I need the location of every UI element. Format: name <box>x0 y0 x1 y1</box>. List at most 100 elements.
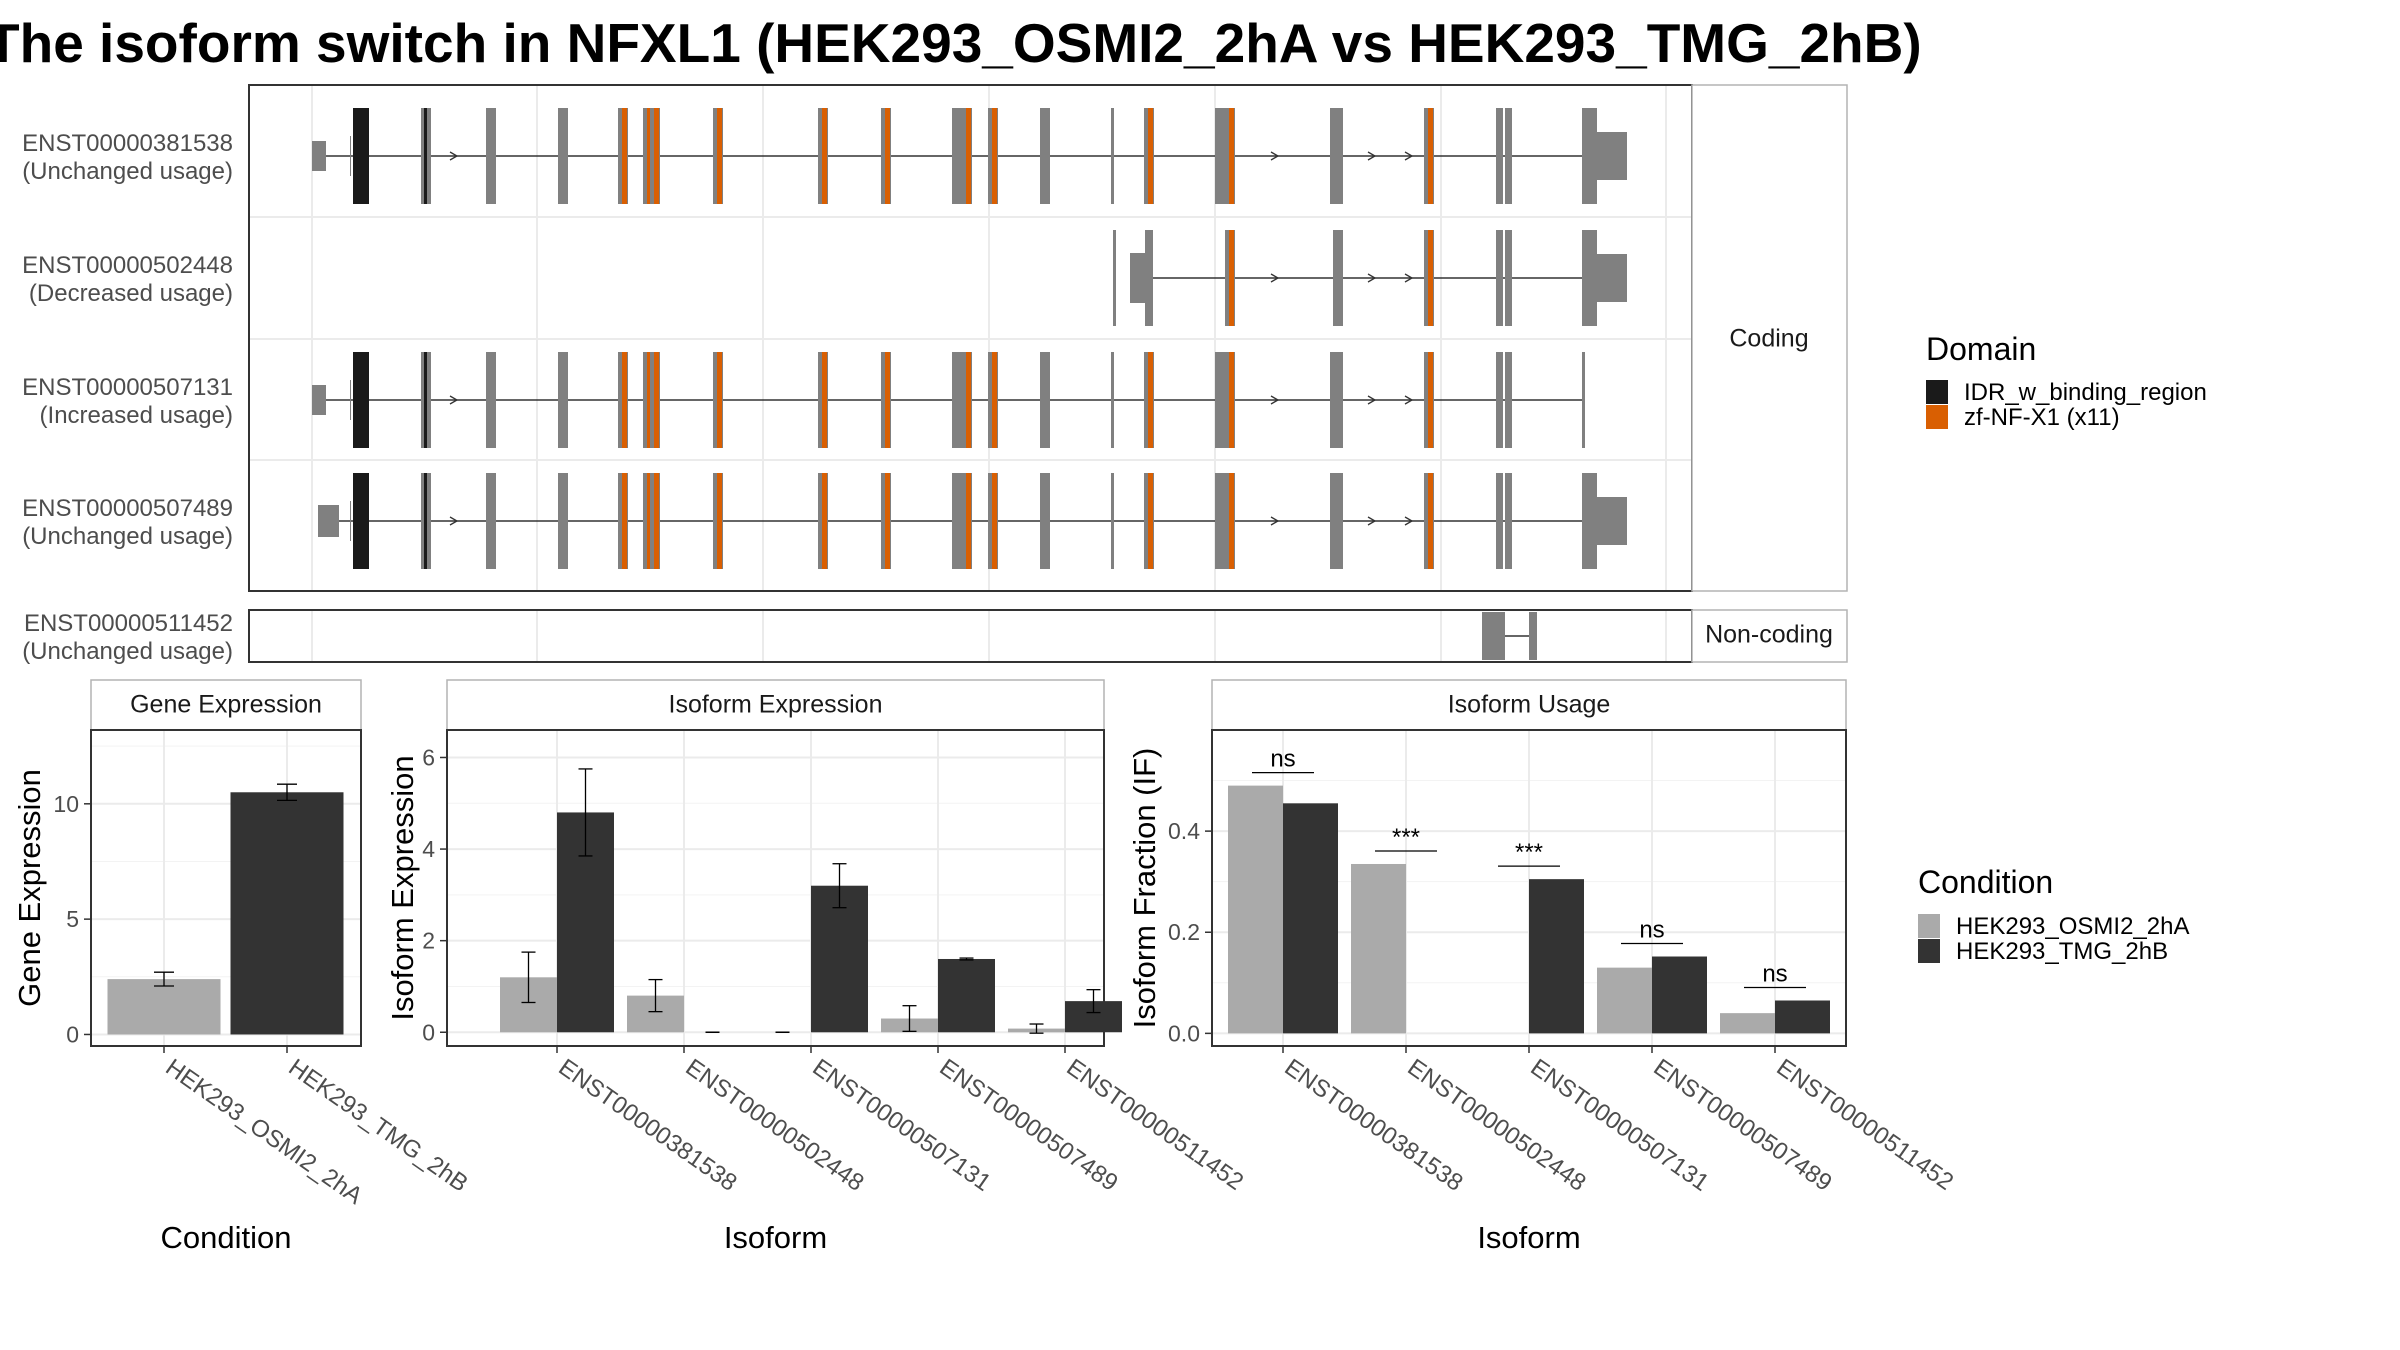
utr-exon <box>1597 254 1627 302</box>
exon <box>1111 352 1114 448</box>
exon <box>1215 108 1225 204</box>
strand-arrow <box>1404 516 1414 526</box>
zf-domain-region <box>1428 108 1433 204</box>
exon <box>952 108 962 204</box>
isoform-usage-label: (Increased usage) <box>40 402 233 429</box>
condition-legend-key <box>1918 939 1940 963</box>
y-tick-label: 0.2 <box>1168 919 1200 945</box>
strand-arrow <box>1270 516 1280 526</box>
chart-title: Isoform Usage <box>1448 691 1611 719</box>
chart-panel-2: Isoform Expression0246ENST00000381538ENS… <box>385 679 1248 1255</box>
zf-domain-region <box>822 473 827 569</box>
zf-domain-region <box>1148 108 1153 204</box>
strand-arrow <box>1404 395 1414 405</box>
exon <box>1333 230 1343 326</box>
zf-domain-region <box>647 108 652 204</box>
zf-domain-region <box>1148 352 1153 448</box>
zf-domain-region <box>992 108 997 204</box>
zf-domain-region <box>966 352 971 448</box>
strand-arrow <box>1404 273 1414 283</box>
zf-domain-region <box>1428 230 1433 326</box>
isoform-id-label: ENST00000507131 <box>22 374 233 401</box>
plot-border <box>446 729 1105 1047</box>
strand-arrow <box>1367 151 1377 161</box>
bar <box>1775 1000 1830 1034</box>
exon <box>1505 352 1512 448</box>
transcript-model-row <box>318 473 1627 569</box>
facet-strip <box>1211 679 1847 731</box>
exon <box>558 108 568 204</box>
isoform-usage-label: (Unchanged usage) <box>22 638 233 665</box>
exon <box>1111 108 1114 204</box>
exon <box>1145 230 1153 326</box>
exon <box>1040 108 1050 204</box>
exon <box>952 352 962 448</box>
strand-arrow <box>1367 516 1377 526</box>
zf-domain-region <box>1428 473 1433 569</box>
y-tick-label: 6 <box>422 744 435 770</box>
exon <box>1496 230 1503 326</box>
exon <box>558 352 568 448</box>
strand-arrow <box>1270 395 1280 405</box>
transcript-model-row <box>312 352 1585 448</box>
figure-title: The isoform switch in NFXL1 (HEK293_OSMI… <box>0 12 1922 74</box>
y-axis-title: Isoform Expression <box>385 755 420 1020</box>
exon <box>1582 230 1597 326</box>
isoform-usage-label: (Unchanged usage) <box>22 158 233 185</box>
bar <box>811 885 868 1033</box>
y-tick-label: 0.0 <box>1168 1020 1200 1046</box>
domain-legend-key <box>1926 405 1948 429</box>
y-tick-label: 4 <box>422 836 435 862</box>
zf-domain-region <box>822 108 827 204</box>
x-tick-label: HEK293_OSMI2_2hA <box>161 1054 368 1210</box>
zf-domain-region <box>885 108 890 204</box>
exon <box>1215 473 1225 569</box>
zf-domain-region <box>622 108 627 204</box>
chart-title: Gene Expression <box>130 691 322 719</box>
bar <box>938 958 995 1033</box>
bar <box>1228 785 1283 1034</box>
significance-label: ns <box>1270 746 1295 773</box>
condition-legend-label: HEK293_TMG_2hB <box>1956 938 2168 965</box>
exon <box>1040 352 1050 448</box>
zf-domain-region <box>1229 473 1234 569</box>
exon <box>1582 108 1597 204</box>
transcript-model-row <box>312 108 1627 204</box>
noncoding-panel-bg <box>249 610 1692 662</box>
noncoding-model-row <box>1482 612 1537 660</box>
bar <box>107 979 221 1035</box>
exon <box>1496 473 1503 569</box>
domain-legend-label: zf-NF-X1 (x11) <box>1964 404 2120 431</box>
strand-arrow <box>449 395 459 405</box>
zf-domain-region <box>654 352 659 448</box>
exon <box>1482 612 1505 660</box>
zf-domain-region <box>622 473 627 569</box>
zf-domain-region <box>1148 473 1153 569</box>
condition-legend-label: HEK293_OSMI2_2hA <box>1956 913 2189 940</box>
idr-domain-exon <box>353 108 369 204</box>
strand-arrow <box>449 516 459 526</box>
condition-legend-title: Condition <box>1918 864 2053 900</box>
bar <box>1652 956 1707 1034</box>
idr-domain-exon <box>424 352 427 448</box>
y-tick-label: 10 <box>53 791 79 817</box>
exon <box>1505 230 1512 326</box>
noncoding-strip <box>1691 609 1848 663</box>
chart-title: Isoform Expression <box>669 691 883 719</box>
exon <box>1215 352 1225 448</box>
idr-domain-exon <box>353 352 369 448</box>
y-tick-label: 0 <box>422 1019 435 1045</box>
significance-label: ns <box>1762 960 1787 987</box>
significance-label: *** <box>1392 824 1420 851</box>
y-tick-label: 5 <box>66 906 79 932</box>
facet-strip <box>90 679 362 731</box>
bar <box>1529 879 1584 1034</box>
exon <box>486 473 496 569</box>
chart-panel-1: Gene Expression0510HEK293_OSMI2_2hAHEK29… <box>12 679 473 1255</box>
strand-arrow <box>449 151 459 161</box>
exon <box>350 501 351 541</box>
strand-arrow <box>1367 395 1377 405</box>
zf-domain-region <box>622 352 627 448</box>
